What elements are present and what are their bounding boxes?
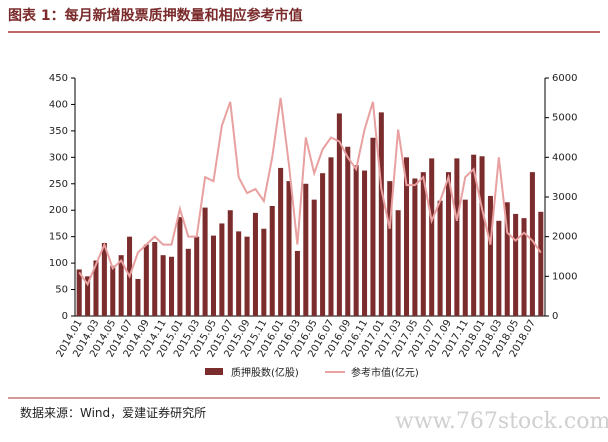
bar: [504, 202, 510, 316]
y2-tick-label: 4000: [552, 152, 577, 163]
y-tick-label: 450: [49, 73, 68, 84]
bar: [471, 154, 477, 316]
bar: [278, 167, 284, 316]
line: [78, 97, 542, 287]
bar: [169, 256, 175, 316]
bar: [336, 113, 342, 317]
bar: [378, 112, 384, 316]
bar: [345, 146, 351, 316]
bar: [177, 217, 183, 316]
bar: [445, 172, 451, 316]
bar: [236, 231, 242, 316]
bar: [311, 199, 317, 316]
bar: [328, 157, 334, 316]
bar: [185, 248, 191, 316]
source: 数据来源：Wind，爱建证券研究所: [20, 405, 206, 420]
bar: [135, 278, 141, 316]
bar: [202, 207, 208, 316]
bar: [286, 181, 292, 316]
bar: [353, 165, 359, 316]
bar: [261, 228, 267, 316]
bar: [143, 244, 149, 316]
bar: [269, 205, 275, 316]
y2-tick-label: 6000: [552, 73, 577, 84]
bar: [194, 236, 200, 316]
y-tick-label: 0: [62, 311, 68, 322]
bar: [294, 250, 300, 316]
legend-label: 参考市值(亿元): [351, 366, 419, 379]
bar: [85, 276, 91, 316]
bar: [362, 170, 368, 316]
bar: [320, 173, 326, 316]
bar: [529, 172, 535, 316]
bar: [76, 269, 82, 316]
y-tick-label: 150: [49, 232, 68, 243]
bar: [513, 213, 519, 316]
bar: [420, 172, 426, 316]
y-tick-label: 400: [49, 99, 68, 110]
chart-title: 图表 1：每月新增股票质押数量和相应参考市值: [8, 7, 303, 24]
bar: [412, 178, 418, 316]
bar: [160, 255, 166, 316]
bar: [219, 223, 225, 316]
y2-tick-label: 0: [552, 311, 558, 322]
y2-tick-label: 1000: [552, 271, 577, 282]
bar: [462, 199, 468, 316]
y2-tick-label: 2000: [552, 232, 577, 243]
bar: [370, 137, 376, 316]
bar: [538, 211, 544, 316]
bar: [244, 236, 250, 316]
bar: [395, 210, 401, 316]
legend-label: 质押股数(亿股): [231, 366, 299, 379]
y-tick-label: 50: [55, 285, 68, 296]
bar: [252, 212, 258, 316]
bar: [93, 260, 99, 316]
bar: [210, 235, 216, 316]
bar: [404, 157, 410, 316]
bar: [152, 241, 158, 316]
y2-tick-label: 5000: [552, 113, 577, 124]
bar: [387, 181, 393, 316]
legend-swatch: [205, 368, 223, 375]
bar: [101, 243, 107, 316]
bar: [521, 218, 527, 316]
y-tick-label: 200: [49, 205, 68, 216]
bar: [454, 158, 460, 316]
watermark: www.767stock.com: [395, 409, 608, 434]
bar: [429, 158, 435, 316]
y-tick-label: 250: [49, 179, 68, 190]
bar: [110, 265, 116, 316]
bar: [303, 183, 309, 316]
y-tick-label: 300: [49, 152, 68, 163]
bar: [479, 156, 485, 316]
bar: [118, 255, 124, 316]
y2-tick-label: 3000: [552, 192, 577, 203]
y-tick-label: 100: [49, 258, 68, 269]
bar: [227, 210, 233, 316]
bar: [496, 220, 502, 316]
bar: [487, 195, 493, 316]
bar: [437, 200, 443, 316]
y-tick-label: 350: [49, 126, 68, 137]
